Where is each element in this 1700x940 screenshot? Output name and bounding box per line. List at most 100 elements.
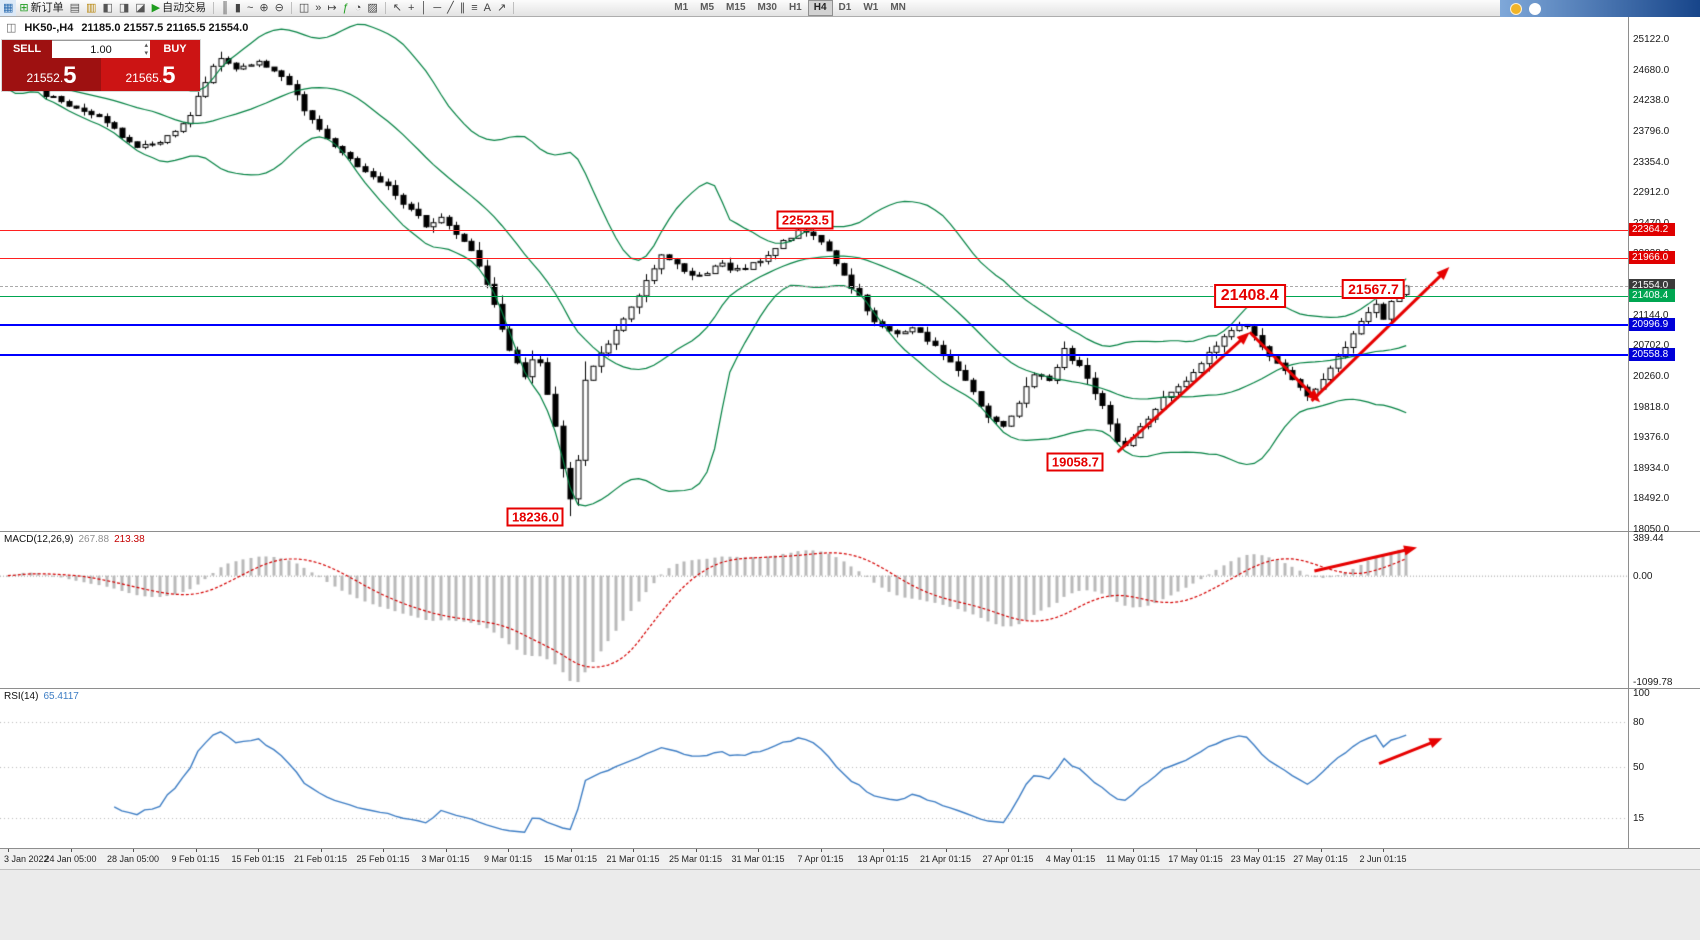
charts-menu-icon[interactable]: ▤ [69, 2, 81, 14]
timeframe-m15-button[interactable]: M15 [726, 2, 746, 13]
time-tick [70, 849, 72, 852]
time-axis-label: 21 Apr 01:15 [919, 854, 972, 864]
timeframe-m30-button[interactable]: M30 [757, 2, 777, 13]
account-icon[interactable] [1529, 2, 1541, 15]
time-tick [133, 849, 134, 852]
terminal-icon[interactable]: ◪ [135, 2, 146, 14]
market-watch-icon[interactable]: ◧ [102, 2, 113, 14]
price-macd-splitter[interactable] [0, 531, 1700, 532]
horizontal-line-icon[interactable]: ─ [433, 2, 442, 14]
price-tag: 21408.4 [1629, 289, 1675, 303]
price-callout[interactable]: 21408.4 [1213, 284, 1286, 309]
periods-icon[interactable]: ◔ [354, 2, 362, 14]
zoom-in-icon[interactable]: ⊕ [259, 2, 269, 14]
channel-icon[interactable]: ∥ [459, 2, 466, 14]
volume-field[interactable]: 1.00 ▴ ▾ [52, 40, 150, 58]
chart-ohlc: 21185.0 21557.5 21165.5 21554.0 [81, 21, 249, 34]
price-callout[interactable]: 22523.5 [776, 210, 834, 230]
rsi-indicator-label: RSI(14) 65.4117 [4, 691, 79, 702]
time-axis-label: 9 Mar 01:15 [483, 854, 533, 864]
price-chart-canvas[interactable] [0, 17, 1628, 531]
volume-up-icon[interactable]: ▴ [144, 42, 148, 49]
horizontal-line[interactable] [0, 323, 1628, 326]
time-axis-label: 31 Mar 01:15 [731, 854, 785, 864]
auto-trading-button-label: 自动交易 [162, 2, 207, 14]
macd-name: MACD(12,26,9) [4, 534, 74, 545]
horizontal-line[interactable] [0, 257, 1628, 259]
price-axis-label: 24238.0 [1633, 95, 1670, 107]
text-icon[interactable]: A [483, 2, 492, 14]
time-tick [570, 849, 572, 852]
timeframe-h1-button[interactable]: H1 [788, 2, 802, 13]
timeframe-mn-button[interactable]: MN [890, 2, 906, 13]
price-callout[interactable]: 19058.7 [1046, 452, 1104, 472]
indicators-icon[interactable]: ƒ [342, 2, 349, 14]
timeframe-d1-button[interactable]: D1 [838, 2, 852, 13]
candlestick-chart-icon[interactable]: ▮ [234, 2, 241, 14]
price-callout[interactable]: 18236.0 [506, 507, 564, 527]
auto-trading-button[interactable]: ▶ 自动交易 [149, 0, 209, 16]
trendline-icon[interactable]: ╱ [447, 2, 454, 14]
timeframe-h4-button[interactable]: H4 [807, 0, 833, 16]
time-axis-label: 2 Jun 01:15 [1359, 854, 1407, 864]
bars-chart-icon[interactable]: ║ [221, 2, 229, 14]
time-tick [8, 849, 9, 852]
horizontal-line[interactable] [0, 286, 1628, 288]
arrows-icon[interactable]: ↗ [497, 2, 507, 14]
fibonacci-icon[interactable]: ≡ [471, 2, 478, 14]
time-tick [1195, 849, 1197, 852]
chart-window-icon[interactable]: ▦ [0, 0, 17, 16]
volume-value[interactable]: 1.00 [90, 43, 112, 56]
sell-button[interactable]: SELL [2, 40, 52, 58]
timeframe-toolbar: M1 M5 M15 M30 H1 H4 D1 W1 MN [668, 0, 912, 16]
rsi-panel-canvas[interactable] [0, 689, 1628, 848]
price-callout[interactable]: 21567.7 [1342, 278, 1405, 299]
time-axis-label: 3 Mar 01:15 [421, 854, 470, 864]
rsi-axis-label: 50 [1633, 761, 1645, 773]
time-tick [758, 849, 759, 852]
navigator-icon[interactable]: ◨ [118, 2, 130, 14]
price-axis-label: 18934.0 [1633, 462, 1670, 474]
macd-axis-zero-label: 0.00 [1633, 570, 1653, 582]
price-tag: 21554.0 [1629, 279, 1675, 293]
macd-panel-canvas[interactable] [0, 532, 1628, 688]
time-axis-label: 15 Mar 01:15 [543, 854, 598, 864]
line-chart-icon[interactable]: ~ [246, 2, 254, 14]
macd-rsi-splitter[interactable] [0, 688, 1700, 689]
time-axis[interactable]: 3 Jan 2022 24 Jan 05:00 28 Jan 05:00 9 Feb … [0, 848, 1700, 869]
timeframe-m5-button[interactable]: M5 [700, 2, 715, 13]
cursor-icon[interactable]: ↖ [392, 2, 403, 14]
new-order-button[interactable]: ⊞ 新订单 [16, 0, 66, 16]
buy-price-small: 21565. [125, 71, 163, 85]
vertical-line-icon[interactable]: │ [420, 2, 428, 14]
time-axis-label: 23 May 01:15 [1230, 854, 1286, 864]
zoom-out-icon[interactable]: ⊖ [274, 2, 284, 14]
price-tag: 22364.2 [1629, 223, 1675, 237]
profiles-icon[interactable]: ▥ [86, 2, 97, 14]
timeframe-m1-button[interactable]: M1 [674, 2, 689, 13]
volume-down-icon[interactable]: ▾ [144, 50, 148, 57]
crosshair-icon[interactable]: + [408, 2, 415, 14]
rsi-axis-label: 100 [1633, 688, 1650, 699]
time-axis-label: 21 Mar 01:15 [606, 854, 660, 864]
macd-axis-min-label: -1099.78 [1633, 677, 1673, 688]
horizontal-line[interactable] [0, 296, 1628, 298]
horizontal-line[interactable] [0, 230, 1628, 232]
buy-button[interactable]: BUY [150, 40, 200, 58]
time-axis-label: 27 May 01:15 [1293, 854, 1348, 864]
chart-shift-icon[interactable]: ↦ [327, 2, 337, 14]
coin-icon[interactable] [1510, 2, 1522, 15]
horizontal-line[interactable] [0, 354, 1628, 357]
sell-price-button[interactable]: 21552. 5 [2, 58, 101, 91]
time-tick [1070, 849, 1072, 852]
templates-icon[interactable]: ▨ [367, 2, 378, 14]
tile-windows-icon[interactable]: ◫ [298, 2, 310, 14]
bottom-filler [0, 869, 1700, 940]
auto-scroll-icon[interactable]: » [315, 2, 322, 14]
timeframe-w1-button[interactable]: W1 [863, 2, 879, 13]
buy-price-button[interactable]: 21565. 5 [101, 58, 200, 91]
price-tag: 21966.0 [1629, 250, 1675, 264]
toolbar-separator [290, 2, 292, 14]
time-tick [1320, 849, 1322, 852]
sell-price-small: 21552. [26, 71, 64, 85]
